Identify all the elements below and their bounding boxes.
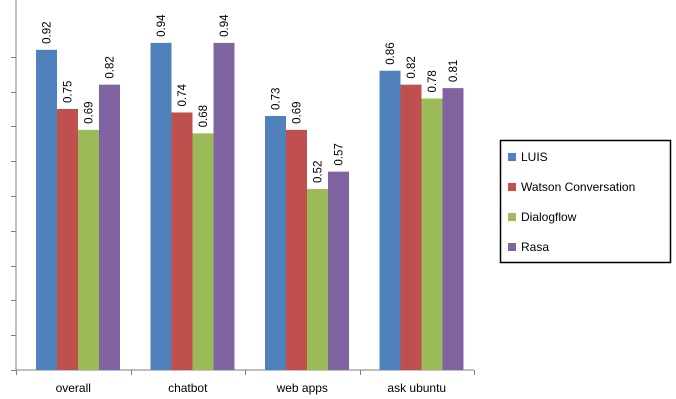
bar: [379, 70, 401, 370]
bar-value-label: 0.92: [42, 21, 54, 43]
bar: [192, 133, 214, 370]
bar-value-label: 0.68: [198, 105, 210, 127]
bar-value-label: 0.69: [84, 101, 96, 123]
bar-value-label: 0.69: [292, 101, 304, 123]
bar: [99, 84, 120, 370]
legend-swatch: [508, 153, 516, 161]
bar: [57, 109, 78, 370]
legend-entry: Dialogflow: [521, 210, 577, 224]
x-tick-label: chatbot: [168, 381, 208, 395]
x-tick-labels: overall chatbot web apps ask ubuntu: [56, 381, 447, 395]
x-tick-label: web apps: [276, 381, 328, 395]
legend-box: [499, 139, 672, 264]
bar: [150, 42, 172, 370]
bar-value-label: 0.82: [406, 56, 418, 78]
bar: [78, 129, 99, 370]
bar-value-label: 0.57: [334, 143, 346, 165]
bar-value-label: 0.86: [385, 42, 397, 64]
bar: [421, 98, 443, 370]
bar: [286, 129, 307, 370]
bar: [307, 189, 328, 370]
bars: [36, 42, 464, 371]
bar: [328, 171, 349, 370]
bar-value-label: 0.94: [219, 14, 231, 37]
bar: [400, 84, 422, 370]
bar-value-labels: 0.92 0.75 0.69 0.82 0.94 0.74 0.68 0.94 0.73 0.69…: [42, 14, 461, 183]
bar: [171, 112, 193, 370]
bar-value-label: 0.81: [448, 60, 460, 82]
bar-value-label: 0.78: [427, 70, 439, 92]
legend-swatch: [508, 183, 516, 191]
bar-value-label: 0.75: [63, 81, 75, 103]
bar: [36, 49, 57, 371]
bar: [213, 42, 235, 370]
bar: [265, 115, 286, 371]
bar-value-label: 0.74: [177, 83, 189, 106]
legend-entry: Watson Conversation: [521, 180, 635, 194]
legend-entry: Rasa: [521, 240, 549, 254]
x-tick-label: ask ubuntu: [387, 381, 446, 395]
legend: LUIS Watson Conversation Dialogflow Rasa: [499, 139, 672, 264]
legend-swatch: [508, 243, 516, 251]
bar-value-label: 0.82: [105, 56, 117, 78]
x-tick-label: overall: [56, 381, 91, 395]
bar: [442, 88, 464, 371]
bar-value-label: 0.73: [271, 88, 283, 110]
legend-entry: LUIS: [521, 150, 548, 164]
legend-swatch: [508, 213, 516, 221]
bar-value-label: 0.52: [313, 161, 325, 183]
bar-value-label: 0.94: [156, 14, 168, 37]
